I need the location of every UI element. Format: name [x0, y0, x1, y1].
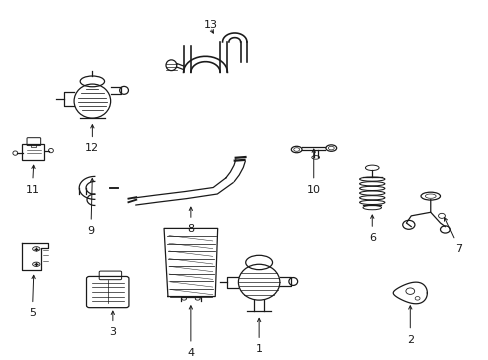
Text: 10: 10 [306, 185, 320, 195]
Text: 7: 7 [454, 244, 462, 254]
Text: 3: 3 [109, 327, 116, 337]
Text: 12: 12 [85, 143, 99, 153]
Text: 2: 2 [406, 334, 413, 345]
Text: 13: 13 [203, 20, 217, 30]
Text: 1: 1 [255, 344, 262, 354]
Text: 11: 11 [25, 185, 40, 195]
Text: 5: 5 [29, 309, 36, 318]
Text: 6: 6 [368, 233, 375, 243]
Text: 8: 8 [187, 224, 194, 234]
Text: 4: 4 [187, 348, 194, 358]
Text: 9: 9 [87, 226, 94, 236]
